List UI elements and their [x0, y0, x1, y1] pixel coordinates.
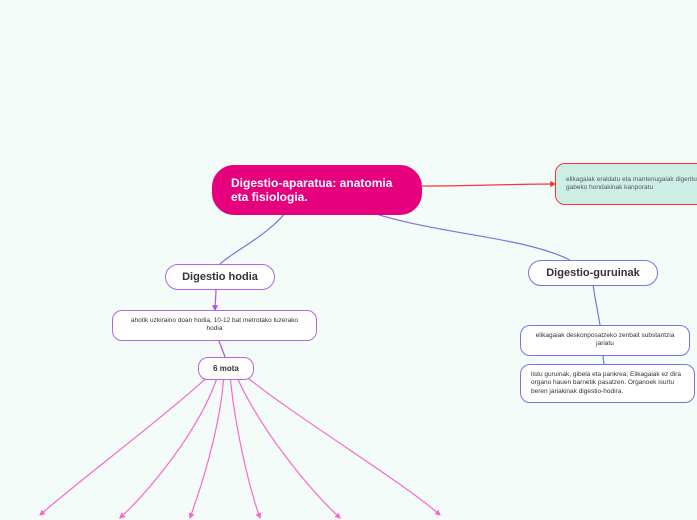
edge-mota-fan4: [230, 375, 260, 518]
root-node[interactable]: Digestio-aparatua: anatomia eta fisiolog…: [212, 165, 422, 215]
edge-root-right_desc: [422, 184, 555, 186]
edge-hodia-hodia_desc: [215, 288, 216, 310]
digestio-guruinak-node[interactable]: Digestio-guruinak: [528, 260, 658, 286]
edge-guruinak-gur_desc1: [593, 284, 600, 325]
digestio-hodia-node[interactable]: Digestio hodia: [165, 264, 275, 290]
edge-mota-fan6: [244, 375, 440, 515]
mota-node[interactable]: 6 mota: [198, 357, 254, 380]
edge-root-hodia: [220, 207, 290, 264]
edge-mota-fan1: [40, 375, 210, 515]
edge-mota-fan5: [236, 375, 340, 518]
edge-mota-fan2: [120, 375, 218, 518]
guruinak-description-1-node[interactable]: elikagaiak deskonposatzeko zenbait subst…: [520, 325, 690, 356]
root-description-node[interactable]: elikagaiak eraldatu eta mantenugaiak dig…: [555, 163, 697, 205]
edge-mota-fan3: [190, 375, 224, 518]
hodia-description-node[interactable]: ahotik uzkiraino doan hodia, 10-12 bat m…: [112, 310, 317, 341]
guruinak-description-2-node[interactable]: listu guruinak, gibela eta pankrea; Elik…: [520, 364, 695, 403]
